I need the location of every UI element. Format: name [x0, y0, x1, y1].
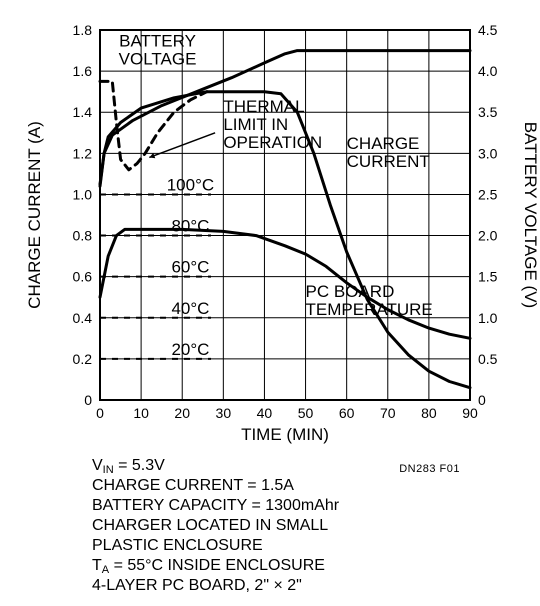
temp-ref-label: 100°C [167, 175, 214, 194]
caption-line: BATTERY CAPACITY = 1300mAhr [92, 497, 340, 514]
y-left-tick-label: 1.4 [73, 104, 93, 120]
caption-line: 4-LAYER PC BOARD, 2" × 2" [92, 577, 302, 594]
label-thermal-limit: OPERATION [223, 133, 322, 152]
y-right-tick-label: 1.0 [478, 310, 498, 326]
y-right-tick-label: 3.5 [478, 104, 498, 120]
y-right-tick-label: 3.0 [478, 145, 498, 161]
y-right-tick-label: 4.5 [478, 22, 498, 38]
y-left-tick-label: 1.8 [73, 22, 93, 38]
temp-ref-label: 40°C [171, 299, 209, 318]
x-tick-label: 80 [421, 405, 437, 421]
x-tick-label: 70 [380, 405, 396, 421]
label-thermal-limit: LIMIT IN [223, 115, 288, 134]
x-tick-label: 10 [133, 405, 149, 421]
caption-line: CHARGER LOCATED IN SMALL [92, 517, 328, 534]
y-left-tick-label: 0.2 [73, 351, 93, 367]
figure-id: DN283 F01 [399, 463, 460, 475]
label-thermal-limit: THERMAL [223, 97, 304, 116]
label-pcb-temperature: PC BOARD [306, 282, 395, 301]
y-right-tick-label: 2.0 [478, 228, 498, 244]
caption-line: PLASTIC ENCLOSURE [92, 537, 263, 554]
x-tick-label: 20 [174, 405, 190, 421]
x-tick-label: 0 [96, 405, 104, 421]
y-left-tick-label: 1.0 [73, 186, 93, 202]
temp-ref-label: 80°C [171, 217, 209, 236]
x-tick-label: 40 [257, 405, 273, 421]
x-axis-title: TIME (MIN) [241, 425, 329, 444]
label-battery-voltage: BATTERY [119, 31, 196, 50]
label-charge-current: CHARGE [347, 134, 420, 153]
x-tick-label: 60 [339, 405, 355, 421]
y-left-tick-label: 1.6 [73, 63, 93, 79]
y-left-tick-label: 0 [84, 392, 92, 408]
y-right-tick-label: 2.5 [478, 186, 498, 202]
label-pcb-temperature: TEMPERATURE [306, 300, 433, 319]
label-battery-voltage: VOLTAGE [119, 49, 197, 68]
y-left-axis-title: CHARGE CURRENT (A) [25, 121, 44, 309]
y-right-axis-title: BATTERY VOLTAGE (V) [521, 122, 540, 308]
y-left-tick-label: 1.2 [73, 145, 93, 161]
y-left-tick-label: 0.8 [73, 228, 93, 244]
temp-ref-label: 60°C [171, 258, 209, 277]
y-right-tick-label: 4.0 [478, 63, 498, 79]
caption-line: VIN = 5.3V [92, 457, 165, 476]
y-right-tick-label: 0 [478, 392, 486, 408]
x-tick-label: 90 [462, 405, 478, 421]
y-right-tick-label: 1.5 [478, 269, 498, 285]
caption-line: CHARGE CURRENT = 1.5A [92, 477, 294, 494]
x-tick-label: 30 [216, 405, 232, 421]
y-right-tick-label: 0.5 [478, 351, 498, 367]
y-left-tick-label: 0.4 [73, 310, 93, 326]
y-left-tick-label: 0.6 [73, 269, 93, 285]
label-charge-current: CURRENT [347, 152, 430, 171]
plot-border [100, 30, 470, 400]
temp-ref-label: 20°C [171, 340, 209, 359]
caption-line: TA = 55°C INSIDE ENCLOSURE [92, 557, 325, 576]
x-tick-label: 50 [298, 405, 314, 421]
series-pcb-temperature [100, 229, 470, 338]
